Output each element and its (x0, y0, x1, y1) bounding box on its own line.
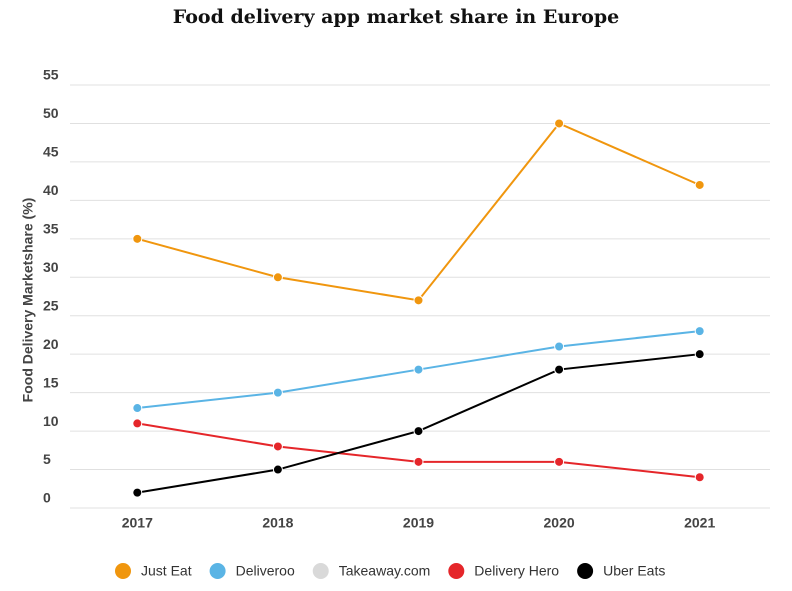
data-point (694, 349, 705, 360)
series-line (137, 122, 701, 302)
x-tick-label: 2019 (403, 515, 434, 531)
data-point (554, 118, 565, 129)
y-tick-label: 30 (43, 259, 59, 275)
data-point (694, 326, 705, 337)
legend-label: Just Eat (141, 563, 192, 579)
data-point (132, 233, 143, 244)
series-line (137, 353, 700, 494)
y-tick-label: 20 (43, 336, 59, 352)
data-point (413, 364, 424, 375)
legend-swatch (312, 563, 329, 579)
data-point (554, 364, 565, 375)
legend-swatch (115, 563, 131, 579)
data-point (554, 341, 565, 352)
data-point (272, 441, 283, 452)
legend-swatch (448, 563, 465, 579)
y-tick-label: 0 (43, 490, 51, 506)
data-point (132, 418, 143, 429)
data-point (272, 464, 283, 475)
x-tick-label: 2020 (544, 515, 575, 531)
legend-swatch (209, 563, 226, 579)
data-point (554, 456, 565, 467)
data-point (694, 472, 705, 483)
y-tick-label: 5 (43, 451, 51, 467)
y-tick-label: 40 (43, 182, 59, 198)
data-point (413, 295, 424, 306)
data-point (413, 456, 424, 467)
legend-label: Deliveroo (236, 563, 295, 579)
data-point (694, 179, 705, 190)
y-tick-label: 10 (43, 413, 59, 429)
legend-label: Delivery Hero (474, 563, 559, 579)
y-tick-label: 15 (43, 374, 59, 390)
y-tick-label: 45 (43, 144, 59, 160)
y-tick-label: 35 (43, 221, 59, 237)
data-point (272, 272, 283, 283)
y-tick-label: 55 (43, 67, 59, 83)
data-point (132, 487, 143, 498)
data-point (132, 403, 143, 414)
x-tick-label: 2021 (684, 515, 715, 531)
x-tick-label: 2018 (262, 515, 293, 531)
y-tick-label: 50 (43, 105, 59, 121)
y-axis-label: Food Delivery Marketshare (%) (20, 198, 36, 403)
data-point (413, 426, 424, 437)
legend-label: Takeaway.com (339, 563, 431, 579)
chart-title: Food delivery app market share in Europe (173, 6, 619, 28)
legend-swatch (577, 563, 594, 579)
x-tick-label: 2017 (122, 515, 153, 531)
data-point (272, 387, 283, 398)
y-tick-label: 25 (43, 297, 59, 313)
legend-label: Uber Eats (603, 563, 665, 579)
